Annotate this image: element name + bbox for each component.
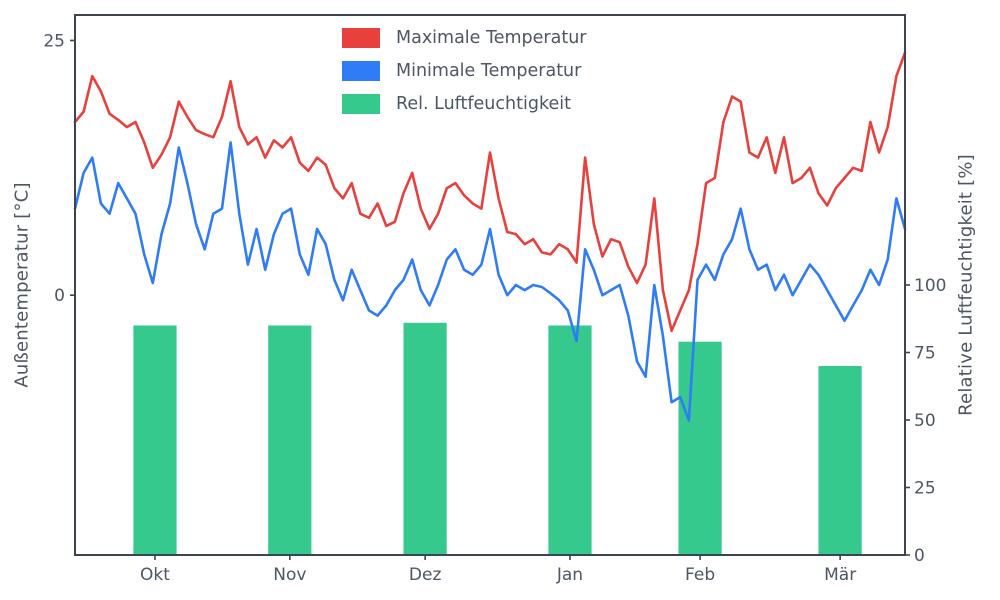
chart-legend: Maximale Temperatur Minimale Temperatur Re… xyxy=(342,28,586,127)
humidity-bar-feb xyxy=(678,341,722,555)
legend-label-humidity: Rel. Luftfeuchtigkeit xyxy=(396,94,571,114)
humidity-bar-nov xyxy=(268,325,312,555)
right-tick-label-50: 50 xyxy=(914,411,936,431)
legend-item-min-temp: Minimale Temperatur xyxy=(342,61,586,81)
max-temp-line xyxy=(73,51,907,333)
legend-swatch-min-temp xyxy=(342,61,380,81)
right-tick-label-25: 25 xyxy=(914,479,936,499)
right-tick-label-100: 100 xyxy=(914,276,946,296)
x-tick-label-mär: Mär xyxy=(824,565,856,585)
right-tick-label-0: 0 xyxy=(914,546,925,566)
x-tick-label-jan: Jan xyxy=(556,565,583,585)
left-tick-label-0: 0 xyxy=(54,286,65,306)
x-tick-label-dez: Dez xyxy=(409,565,442,585)
x-tick-label-okt: Okt xyxy=(140,565,170,585)
min-temp-line xyxy=(73,141,907,422)
legend-label-max-temp: Maximale Temperatur xyxy=(396,28,587,48)
right-tick-label-75: 75 xyxy=(914,344,936,364)
legend-item-max-temp: Maximale Temperatur xyxy=(342,28,586,48)
legend-swatch-max-temp xyxy=(342,28,380,48)
left-axis-label: Außentemperatur [°C] xyxy=(11,182,33,388)
humidity-bar-mär xyxy=(818,366,862,555)
x-tick-label-nov: Nov xyxy=(273,565,306,585)
humidity-bar-dez xyxy=(403,322,447,555)
x-tick-label-feb: Feb xyxy=(685,565,715,585)
legend-item-humidity: Rel. Luftfeuchtigkeit xyxy=(342,94,586,114)
humidity-bar-okt xyxy=(133,325,177,555)
legend-swatch-humidity xyxy=(342,94,380,114)
left-tick-label-25: 25 xyxy=(43,31,65,51)
right-axis-label: Relative Luftfeuchtigkeit [%] xyxy=(955,154,977,416)
legend-label-min-temp: Minimale Temperatur xyxy=(396,61,582,81)
humidity-bar-jan xyxy=(548,325,592,555)
